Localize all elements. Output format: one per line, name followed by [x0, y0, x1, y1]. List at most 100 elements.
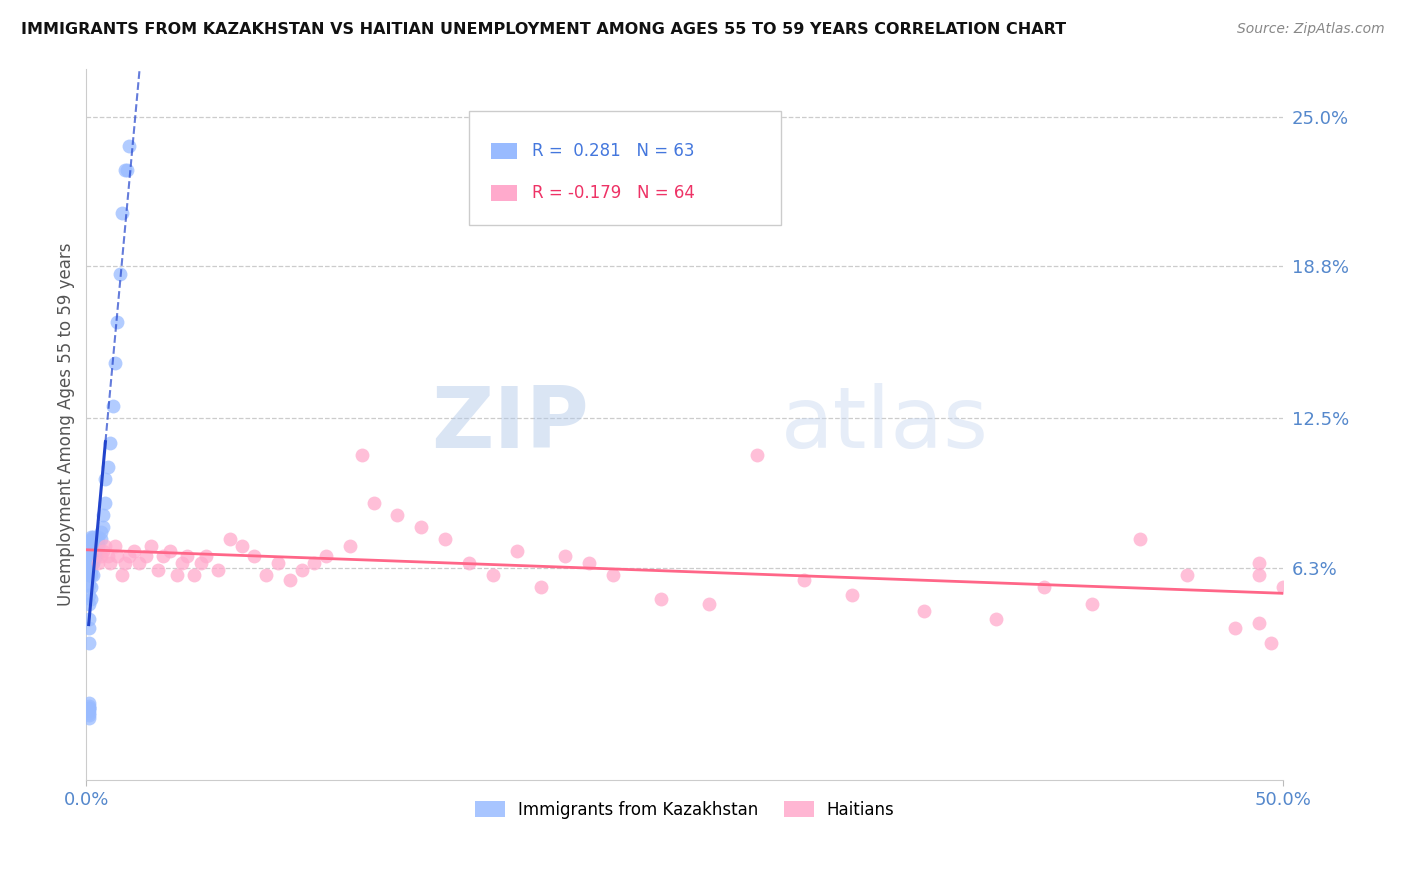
- Point: [111, 568, 134, 582]
- Point: [1225, 621, 1247, 635]
- Point: [82, 556, 104, 570]
- Point: [159, 544, 181, 558]
- Point: [578, 556, 600, 570]
- Point: [77, 554, 100, 568]
- Point: [90, 524, 112, 539]
- Point: [84, 544, 107, 558]
- Point: [350, 448, 373, 462]
- Point: [80, 549, 103, 563]
- Point: [1249, 556, 1271, 570]
- Point: [77, 703, 100, 717]
- Point: [139, 539, 162, 553]
- Point: [190, 556, 212, 570]
- Point: [91, 508, 114, 522]
- Point: [80, 563, 103, 577]
- Point: [315, 549, 337, 563]
- Point: [80, 580, 103, 594]
- Point: [82, 530, 104, 544]
- Point: [82, 568, 104, 582]
- Point: [77, 621, 100, 635]
- Point: [114, 162, 136, 177]
- Point: [97, 549, 120, 563]
- Point: [363, 496, 385, 510]
- Point: [118, 549, 141, 563]
- Point: [91, 520, 114, 534]
- Point: [82, 534, 104, 549]
- Point: [152, 549, 174, 563]
- Point: [77, 612, 100, 626]
- Legend: Immigrants from Kazakhstan, Haitians: Immigrants from Kazakhstan, Haitians: [468, 794, 901, 825]
- Point: [170, 556, 193, 570]
- Point: [77, 563, 100, 577]
- Point: [1129, 532, 1152, 546]
- Point: [984, 612, 1007, 626]
- Point: [166, 568, 188, 582]
- Point: [77, 708, 100, 723]
- Bar: [470, 112, 780, 225]
- Point: [1249, 568, 1271, 582]
- Point: [94, 539, 117, 553]
- Point: [80, 568, 103, 582]
- Point: [793, 573, 815, 587]
- Point: [115, 162, 138, 177]
- Point: [1249, 616, 1271, 631]
- Point: [80, 556, 103, 570]
- Point: [80, 592, 103, 607]
- Point: [101, 400, 124, 414]
- Point: [243, 549, 266, 563]
- Point: [650, 592, 672, 607]
- Text: ZIP: ZIP: [432, 383, 589, 466]
- Point: [84, 532, 107, 546]
- Point: [91, 544, 114, 558]
- Point: [434, 532, 457, 546]
- Point: [114, 556, 136, 570]
- Point: [77, 698, 100, 713]
- Point: [77, 578, 100, 592]
- Point: [128, 556, 150, 570]
- Point: [80, 530, 103, 544]
- Point: [118, 138, 141, 153]
- Point: [104, 539, 127, 553]
- Point: [87, 539, 110, 553]
- Point: [697, 597, 720, 611]
- Point: [278, 573, 301, 587]
- Point: [87, 530, 110, 544]
- Point: [387, 508, 409, 522]
- Point: [77, 558, 100, 573]
- Point: [90, 549, 112, 563]
- Point: [231, 539, 253, 553]
- Point: [77, 706, 100, 720]
- Point: [219, 532, 242, 546]
- Point: [183, 568, 205, 582]
- Text: R = -0.179   N = 64: R = -0.179 N = 64: [531, 185, 695, 202]
- Point: [912, 604, 935, 618]
- Point: [98, 556, 121, 570]
- Point: [80, 532, 103, 546]
- Point: [122, 544, 145, 558]
- Bar: [491, 144, 517, 159]
- Point: [107, 315, 129, 329]
- Point: [80, 534, 103, 549]
- Point: [98, 435, 121, 450]
- Point: [77, 710, 100, 724]
- Point: [602, 568, 624, 582]
- Point: [77, 701, 100, 715]
- Point: [254, 568, 277, 582]
- Point: [94, 496, 117, 510]
- Point: [94, 472, 117, 486]
- Point: [554, 549, 576, 563]
- Point: [80, 544, 103, 558]
- Point: [77, 587, 100, 601]
- Point: [176, 549, 198, 563]
- Point: [267, 556, 290, 570]
- Bar: [491, 186, 517, 201]
- Point: [1080, 597, 1102, 611]
- Point: [90, 532, 112, 546]
- Point: [84, 549, 107, 563]
- Point: [80, 539, 103, 553]
- Point: [291, 563, 314, 577]
- Point: [195, 549, 218, 563]
- Point: [146, 563, 169, 577]
- Point: [82, 539, 104, 553]
- Point: [107, 549, 129, 563]
